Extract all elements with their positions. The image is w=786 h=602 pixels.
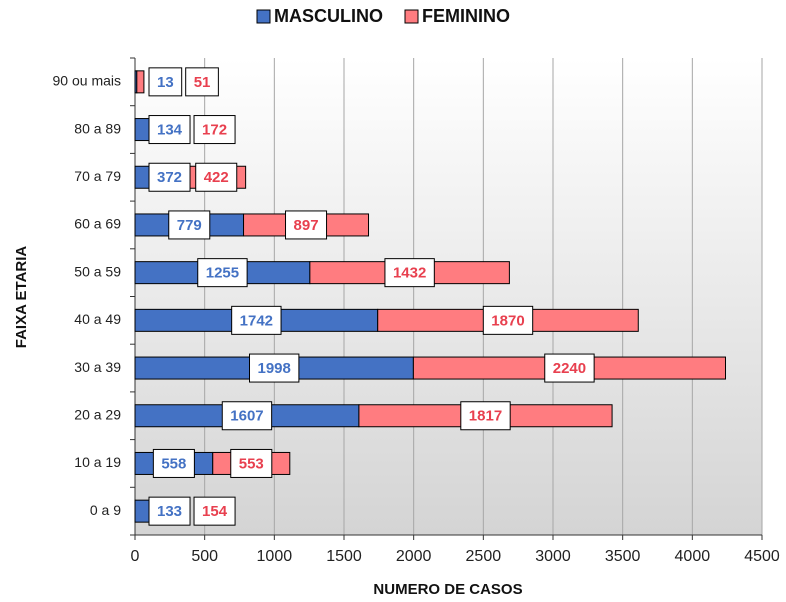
- y-tick-label: 0 a 9: [90, 502, 121, 518]
- data-label-box: [384, 258, 435, 288]
- x-tick-label: 3000: [535, 548, 571, 565]
- data-label-box: [148, 115, 191, 145]
- data-label-text: 172: [202, 122, 227, 139]
- data-label-text: 51: [194, 74, 211, 91]
- data-label-box: [460, 401, 511, 431]
- data-label-text: 154: [202, 503, 228, 520]
- data-label: 1817: [460, 401, 511, 431]
- data-label: 13: [148, 67, 183, 97]
- x-tick-label: 1500: [326, 548, 362, 565]
- data-label: 553: [230, 448, 273, 478]
- x-tick-label: 3500: [605, 548, 641, 565]
- data-label: 1870: [482, 305, 534, 335]
- x-axis-title: NUMERO DE CASOS: [373, 581, 522, 598]
- data-label-text: 133: [157, 503, 182, 520]
- data-label-box: [482, 305, 534, 335]
- data-label: 1742: [231, 305, 282, 335]
- data-label-text: 134: [157, 122, 183, 139]
- data-label-text: 1607: [230, 408, 263, 425]
- bar: [136, 70, 145, 94]
- data-label: 422: [195, 162, 238, 192]
- x-tick-label: 500: [191, 548, 218, 565]
- data-label: 134: [148, 115, 191, 145]
- data-label-text: 897: [294, 217, 319, 234]
- legend-label: MASCULINO: [274, 6, 383, 26]
- data-label: 558: [152, 448, 195, 478]
- data-label-text: 779: [177, 217, 202, 234]
- data-label-box: [221, 401, 273, 431]
- data-label-box: [168, 210, 211, 240]
- data-label-text: 1255: [206, 265, 239, 282]
- x-tick-label: 2500: [466, 548, 502, 565]
- y-tick-label: 10 a 19: [74, 454, 121, 470]
- data-label-box: [230, 448, 273, 478]
- x-tick-label: 1000: [257, 548, 293, 565]
- data-label: 1432: [384, 258, 435, 288]
- x-tick-label: 2000: [396, 548, 432, 565]
- data-label-box: [285, 210, 328, 240]
- y-tick-label: 90 ou mais: [53, 73, 121, 89]
- data-label: 2240: [544, 353, 595, 383]
- x-tick-label: 4000: [675, 548, 711, 565]
- legend-swatch: [404, 9, 419, 24]
- data-label: 372: [148, 162, 191, 192]
- data-label: 897: [285, 210, 328, 240]
- data-label: 779: [168, 210, 211, 240]
- data-label-box: [249, 353, 300, 383]
- data-label-text: 1870: [491, 312, 524, 329]
- data-label-box: [148, 67, 183, 97]
- legend-label: FEMININO: [422, 6, 510, 26]
- data-label-box: [197, 258, 248, 288]
- y-axis-title: FAIXA ETARIA: [13, 246, 30, 349]
- data-label-box: [193, 496, 236, 526]
- data-label-box: [195, 162, 238, 192]
- data-label: 1998: [249, 353, 300, 383]
- data-label: 154: [193, 496, 236, 526]
- data-label: 51: [185, 67, 219, 97]
- x-tick-label: 0: [131, 548, 140, 565]
- data-label-text: 1432: [393, 265, 426, 282]
- y-tick-label: 60 a 69: [74, 216, 121, 232]
- data-label: 172: [193, 115, 236, 145]
- data-label-box: [231, 305, 282, 335]
- y-tick-label: 30 a 39: [74, 359, 121, 375]
- data-label-text: 1817: [469, 408, 502, 425]
- data-label-box: [148, 496, 191, 526]
- data-label-text: 558: [161, 455, 186, 472]
- data-label: 1255: [197, 258, 248, 288]
- data-label: 133: [148, 496, 191, 526]
- data-label-text: 372: [157, 169, 182, 186]
- y-tick-label: 20 a 29: [74, 406, 121, 422]
- y-tick-label: 70 a 79: [74, 168, 121, 184]
- data-label-box: [152, 448, 195, 478]
- data-label-text: 553: [239, 455, 264, 472]
- data-label-text: 13: [157, 74, 174, 91]
- data-label-box: [544, 353, 595, 383]
- data-label-text: 1742: [240, 312, 273, 329]
- data-label-text: 2240: [553, 360, 586, 377]
- x-tick-label: 4500: [744, 548, 780, 565]
- data-label-box: [193, 115, 236, 145]
- y-tick-label: 80 a 89: [74, 120, 121, 136]
- data-label-box: [185, 67, 219, 97]
- data-label-text: 422: [204, 169, 229, 186]
- y-tick-label: 40 a 49: [74, 311, 121, 327]
- data-label-text: 1998: [258, 360, 291, 377]
- y-tick-label: 50 a 59: [74, 263, 121, 279]
- legend-swatch: [256, 9, 271, 24]
- data-label: 1607: [221, 401, 273, 431]
- data-label-box: [148, 162, 191, 192]
